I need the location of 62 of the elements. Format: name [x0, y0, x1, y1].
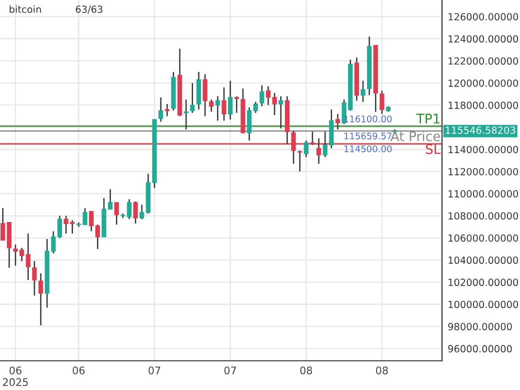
y-tick-label: 106000.00000 [448, 234, 518, 242]
candlestick [202, 74, 208, 117]
candlestick [209, 98, 214, 112]
candlestick [310, 131, 315, 146]
candlestick [278, 96, 284, 129]
y-tick-label: 122000.00000 [448, 57, 518, 65]
ref-line-label: At Price [390, 131, 440, 142]
y-tick-label: 98000.00000 [448, 322, 512, 330]
candlestick [260, 84, 264, 107]
y-tick-label: 112000.00000 [448, 168, 518, 176]
ref-line-label: TP1 [416, 114, 440, 124]
ref-line-label: SL [426, 144, 441, 154]
candlestick [228, 80, 233, 120]
annotation: 63/63 [76, 6, 102, 14]
candlestick [298, 150, 302, 172]
y-tick-label: 100000.00000 [448, 300, 518, 308]
candlestick [253, 101, 258, 114]
candlestick [38, 272, 44, 326]
x-tick-label: 07 [224, 366, 236, 374]
y-tick-label: 124000.00000 [448, 35, 518, 43]
x-tick-label: 08 [376, 366, 388, 374]
candlestick [126, 198, 132, 220]
candlestick [57, 215, 62, 239]
y-tick-label: 108000.00000 [448, 212, 518, 220]
y-tick-label: 102000.00000 [448, 278, 518, 286]
y-tick-label: 114000.00000 [448, 146, 518, 154]
y-tick-label: 110000.00000 [448, 190, 518, 198]
candlestick [304, 140, 308, 158]
candlestick [215, 96, 220, 122]
x-tick-label: 07 [148, 366, 160, 374]
y-tick-label: 120000.00000 [448, 79, 518, 87]
candlestick [114, 202, 119, 226]
candlestick [0, 207, 6, 241]
candlestick [380, 90, 384, 115]
candlestick [291, 130, 296, 164]
y-tick-label: 96000.00000 [448, 345, 512, 352]
candlestick [335, 113, 340, 130]
candlestick [88, 210, 94, 232]
candlestick [164, 103, 170, 117]
candlestick [246, 106, 252, 142]
candlestick [234, 96, 239, 114]
candlestick [360, 80, 366, 102]
y-tick-label: 104000.00000 [448, 256, 518, 264]
x-tick-label: 06 [72, 366, 85, 374]
candlestick [133, 200, 138, 224]
candlestick [158, 96, 164, 122]
y-tick-label: 118000.00000 [448, 102, 518, 109]
candlestick [140, 204, 144, 220]
candlestick [95, 224, 100, 250]
x-tick-label: 08 [300, 366, 312, 374]
annotation: 115659.57 [344, 132, 392, 140]
candlestick [190, 82, 195, 114]
candlestick [222, 86, 226, 122]
candlestick [32, 260, 37, 296]
chart-title: bitcoin [10, 5, 41, 13]
candlestick [26, 232, 30, 281]
candlestick [184, 98, 188, 130]
text: 115546.58203 [446, 126, 516, 134]
y-tick-label: 126000.00000 [448, 13, 518, 20]
annotation: 114500.00 [344, 145, 392, 152]
candlestick [316, 138, 322, 164]
x-tick-label: 06 2025 [2, 366, 28, 386]
